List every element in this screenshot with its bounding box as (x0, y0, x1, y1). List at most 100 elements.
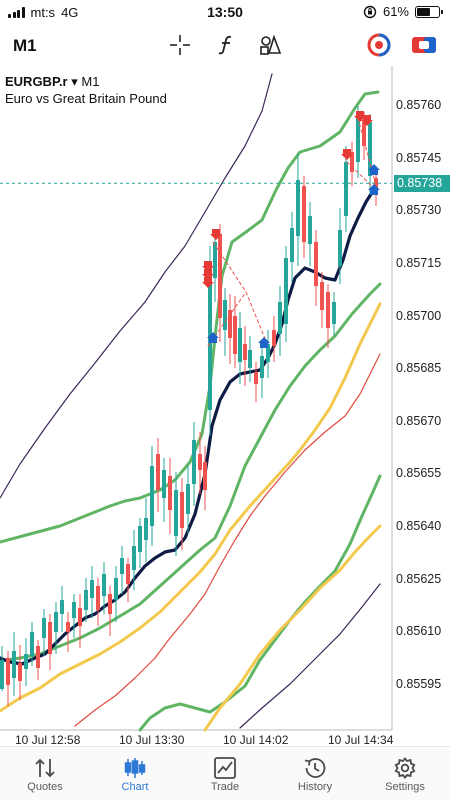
sell-arrow-icon (202, 261, 214, 272)
indicator-function-icon[interactable] (211, 30, 241, 60)
candle-body (156, 454, 160, 490)
tab-quotes-label: Quotes (27, 781, 63, 793)
timeframe-button[interactable]: M1 (13, 36, 37, 55)
candle-body (138, 526, 142, 552)
candle (186, 466, 190, 534)
candle-body (356, 116, 360, 162)
candle (198, 432, 202, 494)
tab-quotes[interactable]: Quotes (0, 755, 90, 793)
candle-body (42, 618, 46, 638)
candle (114, 566, 118, 622)
candle (290, 212, 294, 282)
candle-body (243, 344, 247, 360)
candle-body (350, 152, 354, 172)
chart-layer (0, 73, 392, 732)
one-click-trading-icon[interactable] (409, 30, 439, 60)
candle (138, 518, 142, 568)
candle-body (30, 632, 34, 656)
candle-body (186, 484, 190, 514)
tab-trade[interactable]: Trade (180, 755, 270, 793)
price-axis-label: 0.85730 (396, 203, 442, 218)
candle (192, 422, 196, 506)
candle-body (36, 646, 40, 668)
tab-history[interactable]: History (270, 755, 360, 793)
price-axis-label: 0.85625 (396, 571, 442, 586)
candle (296, 154, 300, 266)
account-icon[interactable] (364, 30, 394, 60)
sell-arrow-icon (361, 115, 373, 126)
candle (66, 612, 70, 652)
price-chart[interactable]: EURGBP.r ▾ M1 Euro vs Great Britain Poun… (0, 66, 450, 747)
price-axis-label: 0.85595 (396, 677, 442, 691)
buy-arrow-icon (368, 184, 380, 195)
candle-body (308, 216, 312, 244)
red-moving-average (74, 353, 381, 727)
candle-body (192, 440, 196, 484)
objects-icon[interactable] (256, 30, 286, 60)
candle-body (90, 580, 94, 598)
candle (238, 312, 242, 384)
candle (12, 632, 16, 696)
candle (96, 578, 100, 626)
candle-body (368, 122, 372, 176)
yellow-moving-average (0, 302, 382, 713)
crosshair-icon[interactable] (165, 30, 195, 60)
candle (254, 362, 258, 402)
yellow-lower-average (203, 524, 382, 732)
tab-chart-label: Chart (121, 781, 149, 793)
price-axis-label: 0.85610 (396, 624, 442, 639)
symbol-header[interactable]: EURGBP.r ▾ M1 (5, 74, 99, 90)
tab-chart[interactable]: Chart (90, 755, 180, 793)
price-axis-label: 0.85760 (396, 98, 442, 112)
candle-body (84, 590, 88, 610)
candle (174, 472, 178, 556)
candle-body (60, 600, 64, 614)
candlestick-chart-icon (90, 755, 180, 781)
candle-body (72, 602, 76, 618)
candle-body (338, 230, 342, 266)
price-axis-label: 0.85640 (396, 519, 442, 534)
candle-body (162, 470, 166, 498)
time-axis-label: 10 Jul 12:58 (15, 733, 81, 747)
settings-gear-icon (360, 755, 450, 781)
buy-arrow-icon (207, 332, 219, 343)
candle (108, 586, 112, 636)
candle (60, 586, 64, 632)
candle-body (12, 651, 16, 678)
candle (368, 114, 372, 194)
candle (24, 638, 28, 686)
candle-body (120, 558, 124, 574)
candle-body (174, 490, 178, 536)
quotes-arrows-icon (0, 755, 90, 781)
candle-body (374, 178, 378, 192)
candle-body (248, 350, 252, 368)
candle (42, 609, 46, 656)
candle-body (114, 578, 118, 600)
candle-body (126, 564, 130, 584)
candle-body (266, 344, 270, 362)
candle (326, 284, 330, 348)
candle-body (228, 310, 232, 338)
status-right: 61% (363, 4, 443, 19)
status-bar: mt:s 4G 13:50 61% (0, 0, 450, 26)
orientation-lock-icon (363, 5, 377, 18)
price-axis-label: 0.85700 (396, 308, 442, 323)
candle-body (213, 242, 217, 278)
tab-settings[interactable]: Settings (360, 755, 450, 793)
time-axis-label: 10 Jul 14:34 (328, 733, 394, 747)
candle-body (144, 518, 148, 540)
candle (213, 230, 217, 302)
candle-body (296, 180, 300, 236)
symbol-description: Euro vs Great Britain Pound (5, 91, 167, 106)
candle (72, 594, 76, 638)
candle-body (54, 612, 58, 632)
candle-body (326, 292, 330, 328)
sell-arrow-icon (354, 111, 366, 122)
tab-settings-label: Settings (385, 781, 425, 793)
candle-body (168, 476, 172, 510)
candle-body (0, 660, 4, 689)
chart-canvas[interactable] (0, 66, 450, 746)
candle (18, 645, 22, 700)
candle (332, 292, 336, 336)
signal-icon (8, 7, 25, 18)
